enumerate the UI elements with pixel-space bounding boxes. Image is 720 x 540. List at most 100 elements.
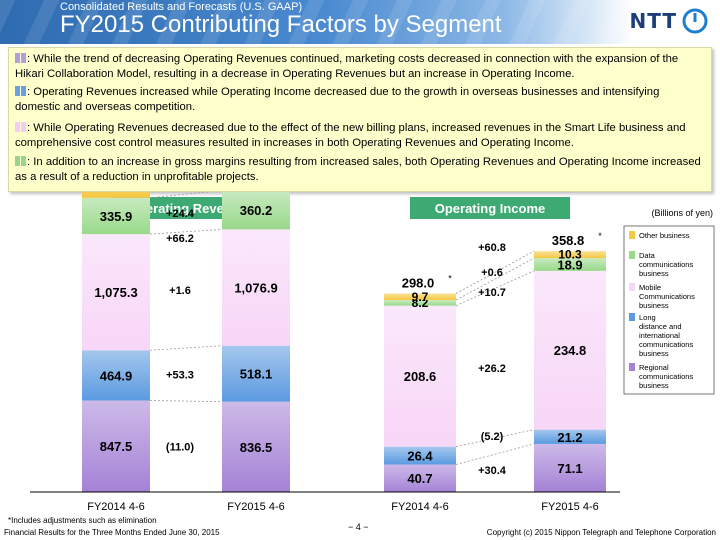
- note-regional: : While the trend of decreasing Operatin…: [15, 52, 705, 82]
- total-change-label: +60.8: [478, 242, 506, 254]
- legend-swatch-regional: [629, 363, 635, 371]
- legend-swatch-long_distance: [629, 313, 635, 321]
- bar-total-label: 298.0: [402, 276, 435, 291]
- bar-value-label: 847.5: [100, 439, 133, 454]
- segment-change-label: (5.2): [481, 431, 504, 443]
- segment-change-label: (11.0): [166, 442, 194, 454]
- bar-value-label: 40.7: [407, 471, 432, 486]
- bar-segment: [222, 229, 290, 346]
- total-marker: *: [448, 274, 452, 284]
- bar-value-label: 518.1: [240, 367, 273, 382]
- segment-change-label: +30.4: [478, 465, 507, 477]
- note-text: : In addition to an increase in gross ma…: [15, 156, 701, 183]
- legend-swatch-other: [629, 231, 635, 239]
- note-marker-data-2: [21, 156, 26, 166]
- ntt-logo-icon: [682, 8, 708, 34]
- bar-value-label: 1,076.9: [234, 281, 277, 296]
- legend-label-line: communications: [639, 260, 693, 269]
- note-marker-regional: [15, 53, 20, 63]
- notes-box: : While the trend of decreasing Operatin…: [8, 47, 712, 192]
- legend-label: Mobile Communications business: [639, 283, 695, 310]
- note-marker-long-distance-2: [21, 86, 26, 96]
- bar-value-label: 26.4: [407, 449, 433, 464]
- note-marker-mobile: [15, 122, 20, 132]
- segment-change-label: +1.6: [169, 285, 191, 297]
- segment-change-label: +24.4: [166, 208, 195, 220]
- legend-label-line: business: [639, 349, 669, 358]
- note-mobile: : While Operating Revenues decreased due…: [15, 121, 705, 151]
- bar-segment: [534, 429, 606, 444]
- bar-segment: [384, 446, 456, 465]
- legend-swatch-data: [629, 251, 635, 259]
- note-marker-data: [15, 156, 20, 166]
- ntt-logo: NTT: [630, 8, 708, 34]
- connector-line: [455, 250, 535, 294]
- chart-title: Operating Income: [435, 201, 546, 216]
- bar-value-label: 208.6: [404, 369, 437, 384]
- header-subtitle: Consolidated Results and Forecasts (U.S.…: [60, 1, 303, 13]
- bar-total-label: 358.8: [552, 233, 585, 248]
- legend-label: Data communications business: [639, 251, 693, 278]
- connector-line: [149, 345, 223, 351]
- note-marker-regional-2: [21, 53, 26, 63]
- connector-line: [149, 228, 223, 235]
- connector-line: [455, 443, 535, 465]
- legend-label-line: communications: [639, 372, 693, 381]
- legend-label-line: business: [639, 269, 669, 278]
- segment-change-label: +26.2: [478, 363, 506, 375]
- x-tick-label: FY2014 4-6: [87, 501, 144, 513]
- footnote: *Includes adjustments such as eliminatio…: [8, 516, 157, 525]
- legend-label-line: Long: [639, 313, 656, 322]
- bar-value-label: 21.2: [557, 430, 582, 445]
- legend-swatch-mobile: [629, 283, 635, 291]
- legend-box: [623, 225, 715, 395]
- legend-label-line: Mobile: [639, 283, 661, 292]
- x-tick-label: FY2015 4-6: [227, 501, 284, 513]
- legend-label-line: Data: [639, 251, 656, 260]
- bar-value-label: 836.5: [240, 440, 273, 455]
- note-marker-long-distance: [15, 86, 20, 96]
- bar-segment: [222, 401, 290, 492]
- chart-title-tab: [410, 197, 570, 219]
- legend-label-line: business: [639, 381, 669, 390]
- bar-segment: [384, 305, 456, 447]
- legend-label-line: Communications: [639, 292, 695, 301]
- x-tick-label: FY2015 4-6: [541, 501, 598, 513]
- note-long-distance: : Operating Revenues increased while Ope…: [15, 85, 705, 115]
- copyright: Copyright (c) 2015 Nippon Telegraph and …: [486, 528, 716, 537]
- connector-line: [149, 400, 223, 403]
- bar-segment: [222, 345, 290, 402]
- header-bar: Consolidated Results and Forecasts (U.S.…: [0, 0, 720, 44]
- bar-value-label: 9.7: [412, 290, 429, 304]
- page-number: − 4 −: [348, 522, 369, 532]
- footer-left: Financial Results for the Three Months E…: [4, 528, 220, 537]
- bar-segment: [82, 192, 150, 198]
- unit-label: (Billions of yen): [651, 208, 713, 218]
- bar-segment: [82, 400, 150, 492]
- legend-label: Other business: [639, 231, 690, 240]
- bar-segment: [222, 192, 290, 230]
- x-tick-label: FY2014 4-6: [391, 501, 448, 513]
- logo-text: NTT: [629, 9, 677, 33]
- segment-change-label: +53.3: [166, 370, 194, 382]
- legend-label-line: international: [639, 331, 680, 340]
- note-data: : In addition to an increase in gross ma…: [15, 155, 705, 185]
- bar-segment: [534, 270, 606, 430]
- note-marker-mobile-2: [21, 122, 26, 132]
- bar-segment: [384, 293, 456, 301]
- connector-line: [149, 192, 212, 199]
- segment-change-label: +0.6: [481, 267, 503, 279]
- note-text: : While Operating Revenues decreased due…: [15, 122, 686, 149]
- bar-segment: [82, 350, 150, 401]
- connector-line: [455, 429, 535, 448]
- bar-segment: [82, 234, 150, 351]
- bar-value-label: 71.1: [557, 461, 582, 476]
- bar-segment: [534, 443, 606, 492]
- legend-label-line: Regional: [639, 363, 669, 372]
- bar-segment: [534, 258, 606, 271]
- bar-segment: [384, 300, 456, 306]
- segment-chart: Operating Revenues847.5464.91,075.3335.9…: [30, 192, 715, 513]
- bar-segment: [534, 251, 606, 259]
- bar-value-label: 335.9: [100, 209, 133, 224]
